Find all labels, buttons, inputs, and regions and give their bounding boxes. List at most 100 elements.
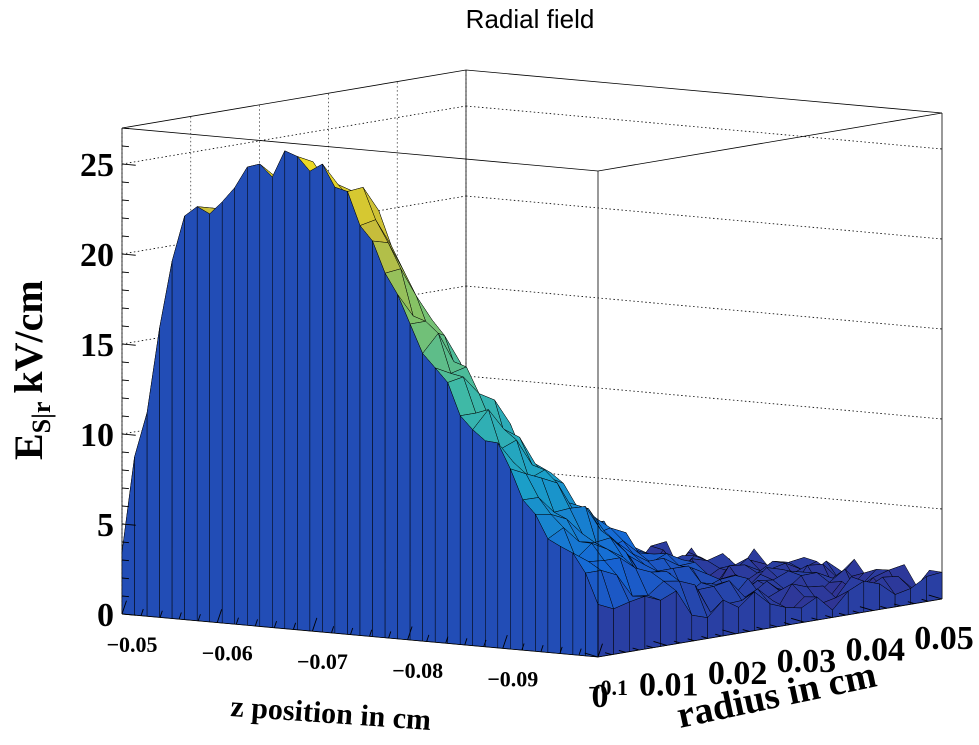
surface-skirt bbox=[134, 412, 148, 617]
x-tick bbox=[521, 643, 525, 651]
z-tick bbox=[121, 253, 136, 256]
surface-skirt bbox=[447, 382, 461, 645]
x-tick-label: −0.07 bbox=[297, 649, 348, 674]
frame-front-edges bbox=[121, 171, 943, 658]
x-tick bbox=[159, 610, 163, 618]
y-tick bbox=[584, 652, 599, 658]
y-tick bbox=[756, 626, 764, 630]
x-tick bbox=[331, 626, 335, 634]
x-tick bbox=[235, 617, 239, 625]
z-tick bbox=[121, 433, 136, 436]
x-tick bbox=[292, 622, 297, 630]
surface-skirt bbox=[535, 514, 549, 653]
surface-skirt bbox=[347, 191, 361, 636]
surface-skirt bbox=[769, 603, 786, 629]
surface-skirt bbox=[459, 415, 473, 646]
x-tick bbox=[559, 646, 563, 654]
y-tick bbox=[701, 636, 709, 639]
y-tick bbox=[790, 617, 805, 623]
surface-skirt bbox=[560, 545, 574, 655]
surface-skirt bbox=[472, 429, 486, 648]
svg-text:ES|rkV/cm: ES|r kV/cm bbox=[6, 280, 56, 460]
surface-skirt bbox=[372, 240, 386, 639]
grid-line bbox=[465, 375, 943, 420]
z-tick-label: 0 bbox=[97, 597, 114, 634]
y-tick bbox=[880, 605, 888, 609]
x-tick bbox=[388, 631, 392, 639]
surface-skirt bbox=[221, 187, 235, 625]
x-tick bbox=[273, 620, 277, 628]
y-tick bbox=[783, 622, 791, 625]
z-tick bbox=[121, 505, 129, 508]
x-tick-label: −0.06 bbox=[202, 641, 253, 666]
y-tick bbox=[604, 652, 612, 656]
surface-skirt bbox=[234, 166, 248, 626]
y-tick bbox=[893, 603, 901, 607]
y-tick-label: 0.02 bbox=[708, 655, 768, 692]
surface-skirt bbox=[926, 571, 943, 602]
x-tick bbox=[597, 643, 603, 658]
x-tick bbox=[464, 638, 468, 646]
surface-skirt bbox=[510, 468, 524, 651]
z-tick bbox=[121, 613, 136, 616]
surface-skirt bbox=[209, 201, 223, 624]
z-tick bbox=[121, 541, 129, 544]
y-axis: 0 0.01 0.02 0.03 0.04 0.05 bbox=[584, 594, 974, 715]
surface-skirt bbox=[284, 150, 298, 631]
z-tick bbox=[121, 217, 129, 220]
frame-edge bbox=[465, 69, 943, 114]
z-tick bbox=[121, 325, 129, 328]
surface-skirt bbox=[247, 163, 261, 627]
x-tick bbox=[578, 648, 582, 656]
y-tick bbox=[852, 610, 860, 614]
y-tick bbox=[618, 649, 626, 653]
surface-skirt bbox=[359, 224, 373, 637]
grid-line bbox=[465, 105, 943, 150]
z-tick bbox=[121, 181, 129, 184]
surface-skirt bbox=[422, 352, 436, 643]
z-tick bbox=[121, 235, 129, 238]
z-axis-label: ES|r kV/cm bbox=[6, 280, 56, 460]
frame-edge bbox=[121, 127, 599, 172]
surface-skirt bbox=[259, 163, 273, 628]
y-tick bbox=[825, 615, 833, 618]
x-tick bbox=[178, 612, 182, 620]
z-tick bbox=[121, 379, 129, 382]
surface-skirt bbox=[522, 499, 536, 652]
surface-skirt bbox=[334, 186, 348, 635]
y-tick-label: 0 bbox=[592, 678, 609, 715]
frame-edge bbox=[121, 69, 467, 129]
x-tick-label: −0.1 bbox=[588, 675, 628, 700]
surface-skirt bbox=[644, 595, 661, 650]
x-tick bbox=[254, 619, 258, 627]
x-tick bbox=[311, 617, 318, 632]
surface-mesh bbox=[121, 150, 943, 658]
y-tick-label: 0.01 bbox=[639, 666, 699, 703]
y-tick bbox=[928, 594, 943, 600]
surface-skirt bbox=[159, 261, 173, 619]
x-tick bbox=[426, 634, 430, 642]
y-tick bbox=[921, 598, 929, 602]
z-tick bbox=[121, 127, 129, 130]
surface-skirt bbox=[434, 367, 448, 644]
x-tick bbox=[540, 645, 544, 652]
z-tick bbox=[121, 451, 129, 454]
z-label-main: E bbox=[6, 433, 51, 460]
z-tick-label: 25 bbox=[80, 147, 114, 184]
surface-skirt bbox=[613, 601, 630, 655]
surface-skirt bbox=[660, 590, 677, 647]
grid-line bbox=[465, 195, 943, 240]
z-tick-label: 15 bbox=[80, 327, 114, 364]
surface-skirt bbox=[297, 155, 311, 632]
z-tick bbox=[121, 469, 129, 472]
y-tick-label: 0.05 bbox=[914, 620, 974, 657]
x-tick bbox=[483, 639, 487, 647]
surface-skirt bbox=[171, 215, 185, 620]
x-tick bbox=[445, 636, 449, 644]
z-tick bbox=[121, 577, 129, 580]
z-tick-label: 10 bbox=[80, 417, 114, 454]
x-axis-label: z position in cm bbox=[230, 690, 433, 737]
x-tick bbox=[350, 627, 354, 635]
y-tick bbox=[838, 612, 846, 616]
